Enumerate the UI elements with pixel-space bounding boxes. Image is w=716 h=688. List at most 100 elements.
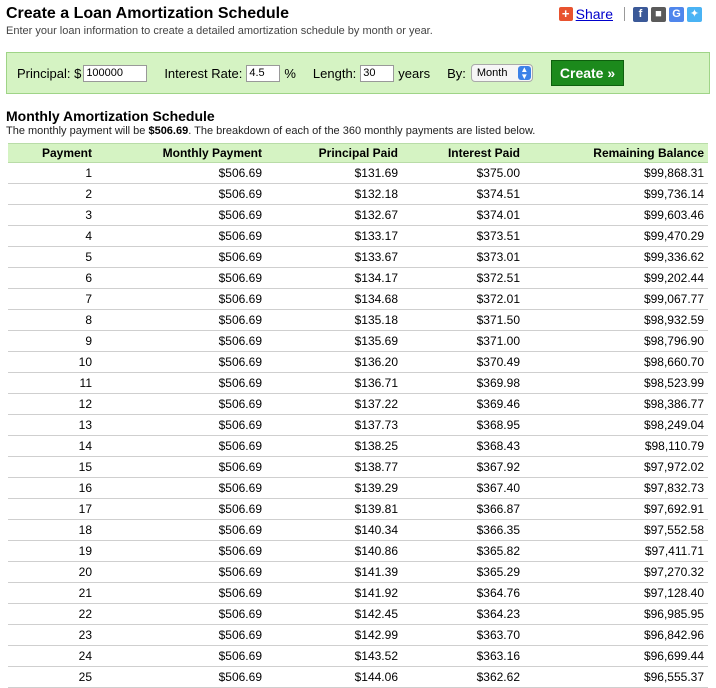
payment-number-cell: 6 bbox=[8, 267, 126, 289]
desc-prefix: The monthly payment will be bbox=[6, 125, 149, 137]
interest-paid-cell: $366.87 bbox=[402, 498, 524, 520]
payment-number-cell: 3 bbox=[8, 204, 126, 226]
table-row: 13 $506.69 $137.73 $368.95 $98,249.04 bbox=[8, 414, 708, 436]
interest-paid-cell: $366.35 bbox=[402, 519, 524, 541]
select-arrows-icon: ▲ ▼ bbox=[517, 66, 531, 81]
interest-rate-unit: % bbox=[284, 65, 296, 81]
create-button[interactable]: Create » bbox=[550, 60, 625, 86]
remaining-balance-cell: $98,386.77 bbox=[524, 393, 708, 415]
principal-paid-cell: $134.17 bbox=[266, 267, 402, 289]
monthly-payment-cell: $506.69 bbox=[126, 162, 266, 184]
table-row: 14 $506.69 $138.25 $368.43 $98,110.79 bbox=[8, 435, 708, 457]
interest-paid-cell: $371.50 bbox=[402, 309, 524, 331]
table-row: 19 $506.69 $140.86 $365.82 $97,411.71 bbox=[8, 540, 708, 562]
monthly-payment-cell: $506.69 bbox=[126, 267, 266, 289]
remaining-balance-cell: $98,110.79 bbox=[524, 435, 708, 457]
table-row: 11 $506.69 $136.71 $369.98 $98,523.99 bbox=[8, 372, 708, 394]
table-row: 7 $506.69 $134.68 $372.01 $99,067.77 bbox=[8, 288, 708, 310]
payment-number-cell: 10 bbox=[8, 351, 126, 373]
interest-paid-cell: $363.70 bbox=[402, 624, 524, 646]
desc-suffix: . The breakdown of each of the 360 month… bbox=[188, 125, 536, 137]
monthly-payment-cell: $506.69 bbox=[126, 330, 266, 352]
monthly-payment-cell: $506.69 bbox=[126, 624, 266, 646]
payment-number-cell: 7 bbox=[8, 288, 126, 310]
interest-paid-cell: $367.92 bbox=[402, 456, 524, 478]
payment-number-cell: 23 bbox=[8, 624, 126, 646]
interest-paid-cell: $370.49 bbox=[402, 351, 524, 373]
monthly-payment-cell: $506.69 bbox=[126, 183, 266, 205]
remaining-balance-cell: $97,411.71 bbox=[524, 540, 708, 562]
monthly-payment-cell: $506.69 bbox=[126, 372, 266, 394]
principal-paid-cell: $135.18 bbox=[266, 309, 402, 331]
monthly-payment-cell: $506.69 bbox=[126, 498, 266, 520]
interest-paid-cell: $365.29 bbox=[402, 561, 524, 583]
monthly-payment-cell: $506.69 bbox=[126, 435, 266, 457]
interest-paid-cell: $374.51 bbox=[402, 183, 524, 205]
remaining-balance-cell: $97,832.73 bbox=[524, 477, 708, 499]
monthly-payment-cell: $506.69 bbox=[126, 393, 266, 415]
principal-paid-cell: $144.06 bbox=[266, 666, 402, 688]
payment-number-cell: 1 bbox=[8, 162, 126, 184]
payment-number-cell: 14 bbox=[8, 435, 126, 457]
remaining-balance-cell: $96,699.44 bbox=[524, 645, 708, 667]
principal-paid-cell: $133.17 bbox=[266, 225, 402, 247]
payment-number-cell: 25 bbox=[8, 666, 126, 688]
column-header-principal-paid: Principal Paid bbox=[266, 143, 402, 163]
google-icon[interactable]: G bbox=[669, 6, 684, 22]
principal-paid-cell: $141.92 bbox=[266, 582, 402, 604]
facebook-icon[interactable]: f bbox=[633, 6, 648, 22]
payment-number-cell: 13 bbox=[8, 414, 126, 436]
principal-paid-cell: $142.45 bbox=[266, 603, 402, 625]
remaining-balance-cell: $99,202.44 bbox=[524, 267, 708, 289]
principal-paid-cell: $140.86 bbox=[266, 540, 402, 562]
monthly-payment-cell: $506.69 bbox=[126, 309, 266, 331]
payment-number-cell: 17 bbox=[8, 498, 126, 520]
payment-number-cell: 20 bbox=[8, 561, 126, 583]
principal-input[interactable] bbox=[83, 64, 148, 82]
principal-paid-cell: $134.68 bbox=[266, 288, 402, 310]
principal-paid-cell: $139.81 bbox=[266, 498, 402, 520]
interest-paid-cell: $363.16 bbox=[402, 645, 524, 667]
myspace-icon[interactable]: ■ bbox=[651, 6, 666, 22]
remaining-balance-cell: $97,692.91 bbox=[524, 498, 708, 520]
table-row: 1 $506.69 $131.69 $375.00 $99,868.31 bbox=[8, 162, 708, 184]
table-row: 10 $506.69 $136.20 $370.49 $98,660.70 bbox=[8, 351, 708, 373]
table-header-row: Payment Monthly Payment Principal Paid I… bbox=[8, 143, 708, 163]
share-plus-icon[interactable]: + bbox=[558, 7, 573, 21]
remaining-balance-cell: $98,932.59 bbox=[524, 309, 708, 331]
loan-form: Principal: $ Interest Rate: % Length: ye… bbox=[6, 52, 710, 94]
interest-paid-cell: $362.62 bbox=[402, 666, 524, 688]
principal-paid-cell: $136.20 bbox=[266, 351, 402, 373]
payment-number-cell: 15 bbox=[8, 456, 126, 478]
table-row: 22 $506.69 $142.45 $364.23 $96,985.95 bbox=[8, 603, 708, 625]
interest-paid-cell: $371.00 bbox=[402, 330, 524, 352]
principal-paid-cell: $132.18 bbox=[266, 183, 402, 205]
remaining-balance-cell: $99,868.31 bbox=[524, 162, 708, 184]
interest-rate-input[interactable] bbox=[246, 64, 281, 82]
twitter-icon[interactable]: ✦ bbox=[687, 6, 702, 22]
remaining-balance-cell: $97,552.58 bbox=[524, 519, 708, 541]
principal-paid-cell: $138.77 bbox=[266, 456, 402, 478]
payment-number-cell: 21 bbox=[8, 582, 126, 604]
page-title: Create a Loan Amortization Schedule bbox=[6, 5, 290, 22]
interest-paid-cell: $369.46 bbox=[402, 393, 524, 415]
principal-paid-cell: $137.22 bbox=[266, 393, 402, 415]
column-header-remaining-balance: Remaining Balance bbox=[524, 143, 708, 163]
table-row: 5 $506.69 $133.67 $373.01 $99,336.62 bbox=[8, 246, 708, 268]
monthly-payment-cell: $506.69 bbox=[126, 456, 266, 478]
monthly-payment-cell: $506.69 bbox=[126, 351, 266, 373]
table-row: 15 $506.69 $138.77 $367.92 $97,972.02 bbox=[8, 456, 708, 478]
remaining-balance-cell: $98,523.99 bbox=[524, 372, 708, 394]
remaining-balance-cell: $99,336.62 bbox=[524, 246, 708, 268]
length-input[interactable] bbox=[360, 64, 395, 82]
table-row: 16 $506.69 $139.29 $367.40 $97,832.73 bbox=[8, 477, 708, 499]
period-select[interactable]: Month ▲ ▼ bbox=[470, 64, 533, 82]
payment-number-cell: 16 bbox=[8, 477, 126, 499]
length-label: Length: bbox=[312, 65, 357, 81]
schedule-title: Monthly Amortization Schedule bbox=[6, 108, 215, 124]
payment-number-cell: 11 bbox=[8, 372, 126, 394]
share-link[interactable]: Share bbox=[575, 6, 613, 22]
interest-rate-label: Interest Rate: bbox=[164, 65, 243, 81]
monthly-payment-cell: $506.69 bbox=[126, 645, 266, 667]
payment-number-cell: 2 bbox=[8, 183, 126, 205]
